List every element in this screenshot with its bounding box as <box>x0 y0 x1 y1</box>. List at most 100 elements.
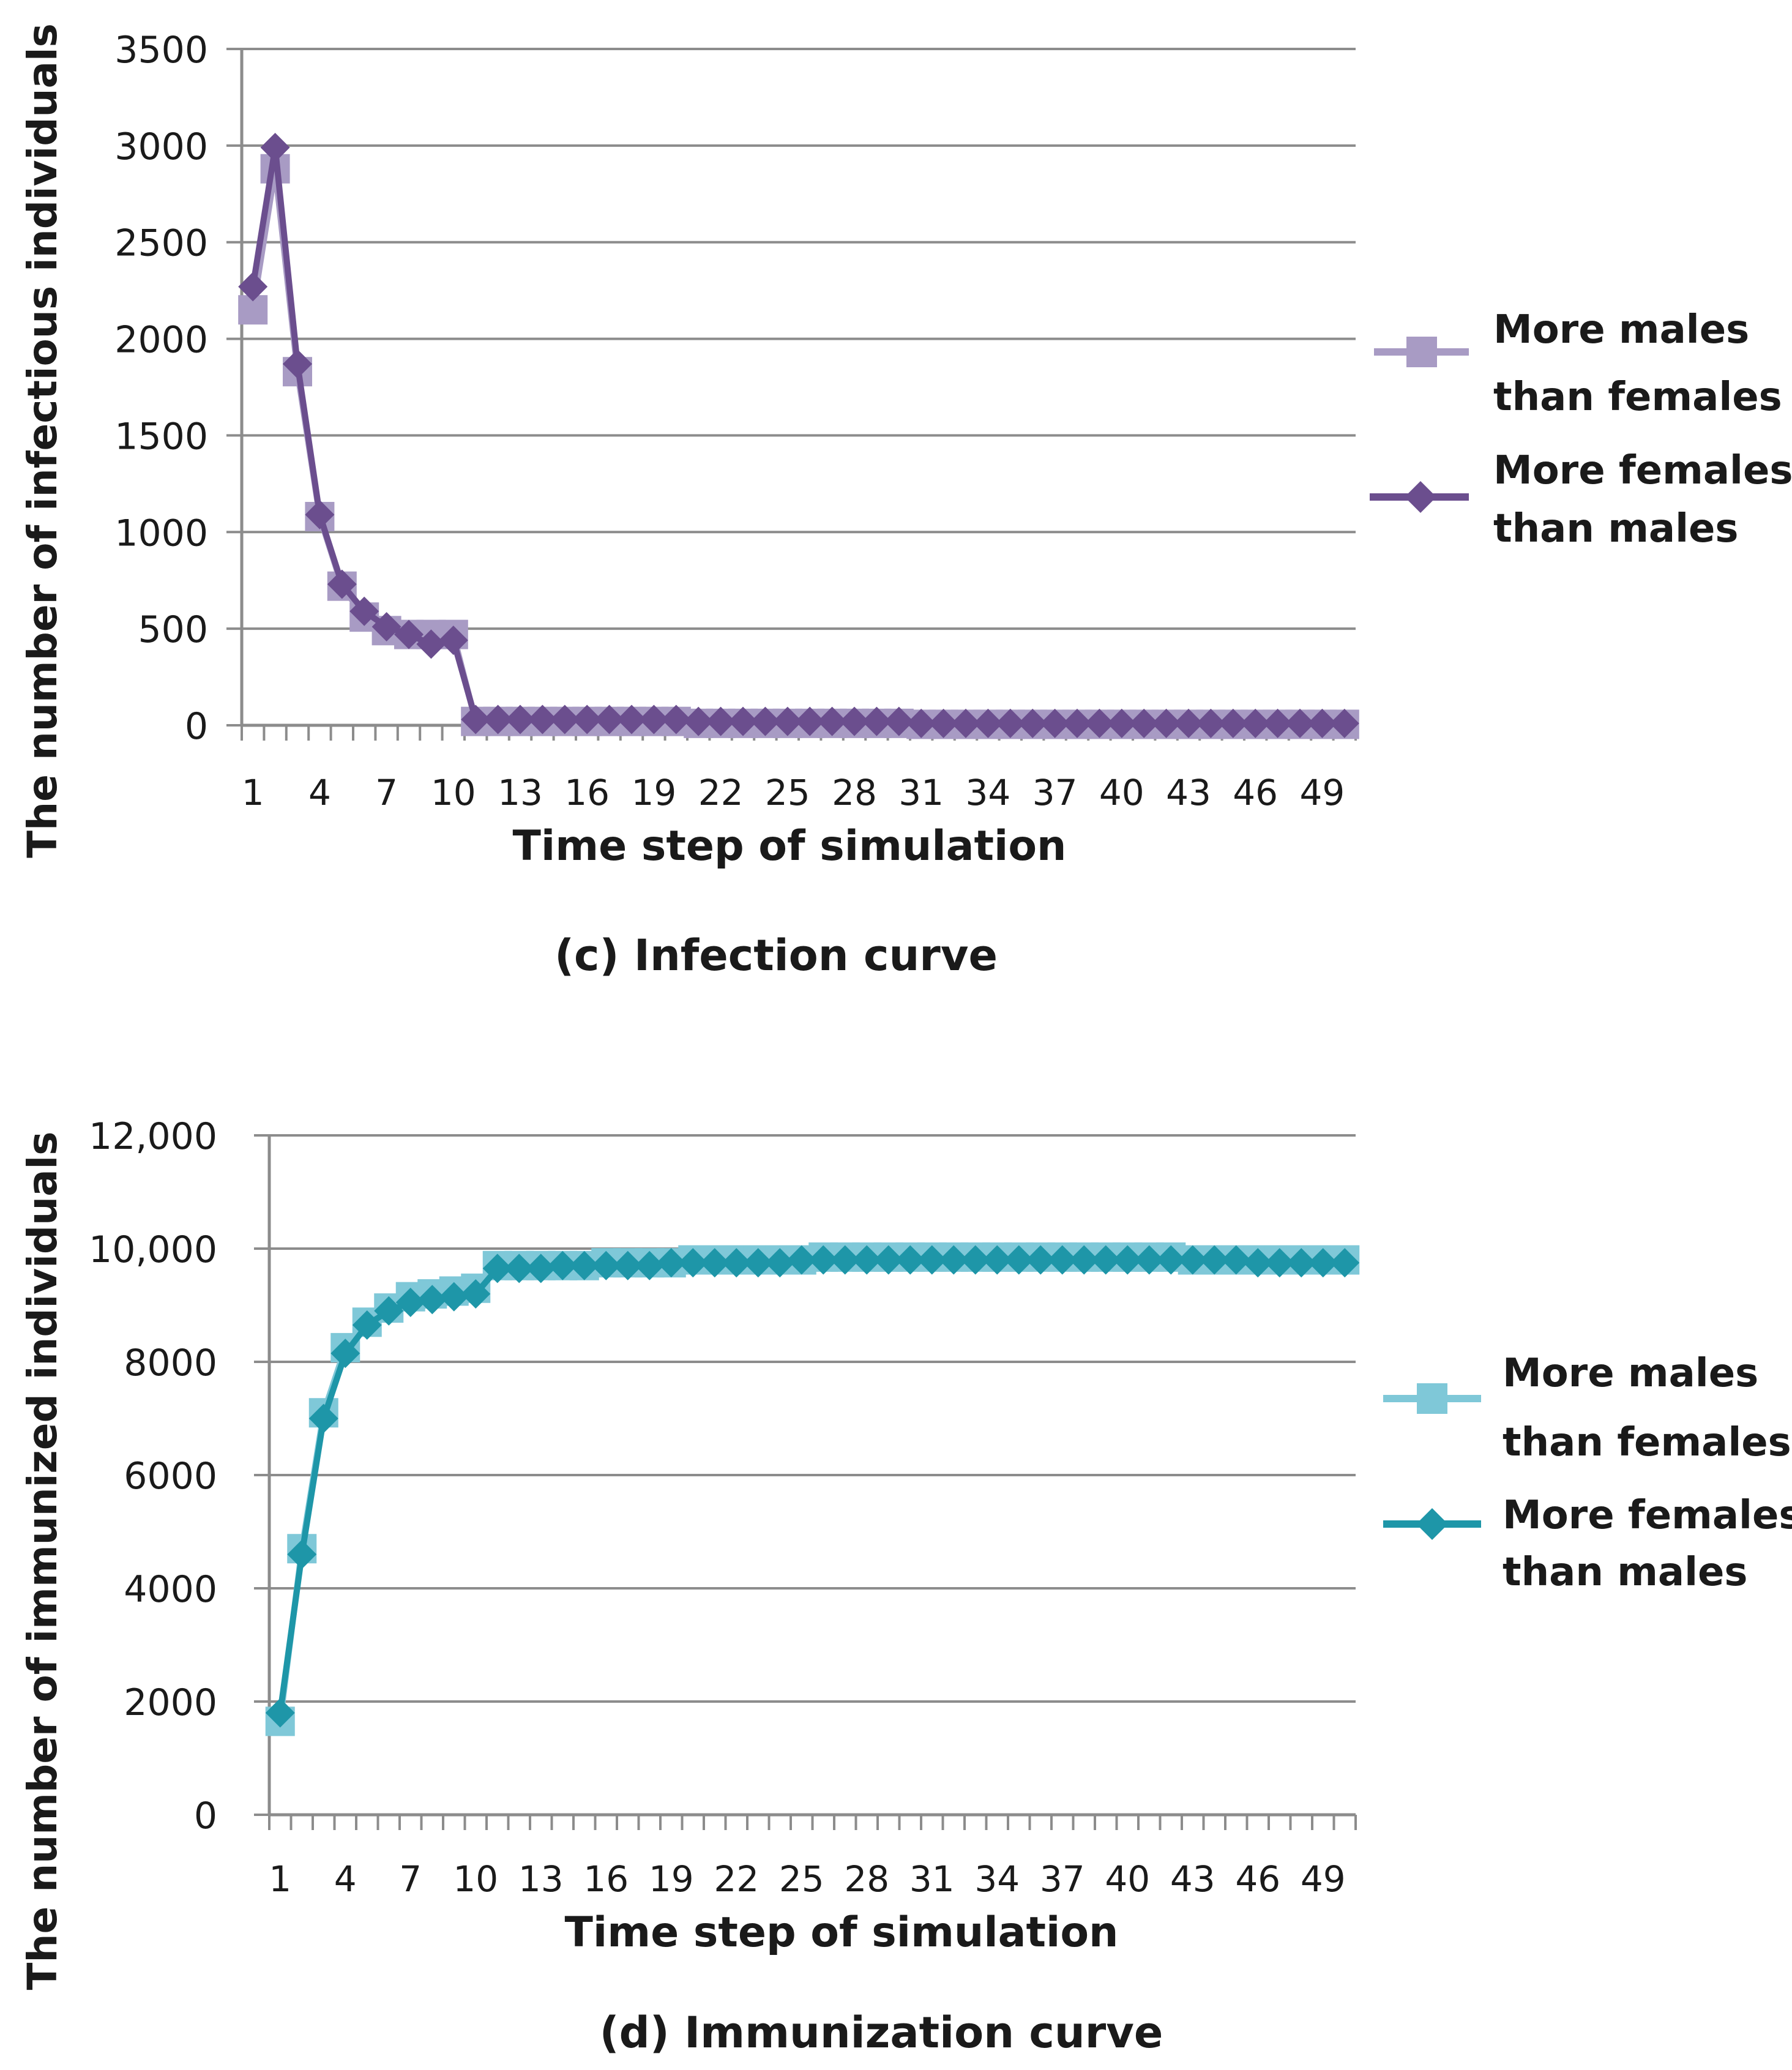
diamond-marker-icon <box>1416 1508 1448 1540</box>
y-tick-label: 10,000 <box>89 1228 217 1271</box>
data-point-diamond <box>939 1245 969 1275</box>
data-point-diamond <box>906 708 936 738</box>
data-point-diamond <box>1151 708 1181 738</box>
legend-label-line2: than females <box>1503 1420 1791 1465</box>
data-point-diamond <box>982 1245 1012 1275</box>
legend-entry-more-males: More males than females <box>1383 1351 1791 1465</box>
x-tick-label: 31 <box>909 1858 955 1900</box>
legend-label-line2: than males <box>1503 1550 1748 1595</box>
data-point-diamond <box>661 704 691 734</box>
diamond-marker-icon <box>1405 481 1436 513</box>
infection-caption: (c) Infection curve <box>554 930 998 981</box>
data-point-diamond <box>1018 708 1048 738</box>
x-tick-label: 37 <box>1040 1858 1085 1900</box>
x-tick-label: 28 <box>844 1858 889 1900</box>
data-point-diamond <box>728 706 758 736</box>
data-point-diamond <box>928 708 958 738</box>
legend-label-line1: More females <box>1493 448 1792 493</box>
x-tick-label: 43 <box>1166 772 1211 813</box>
x-tick-label: 40 <box>1105 1858 1150 1900</box>
x-tick-label: 1 <box>269 1858 291 1900</box>
x-tick-label: 4 <box>334 1858 357 1900</box>
x-tick-label: 34 <box>974 1858 1020 1900</box>
data-point-diamond <box>808 1245 838 1275</box>
data-point-diamond <box>265 1698 295 1728</box>
data-point-diamond <box>1091 1245 1121 1275</box>
data-point-diamond <box>1113 1245 1143 1275</box>
square-marker-icon <box>1406 337 1437 367</box>
data-point-diamond <box>973 708 1003 738</box>
immunization-y-axis-label: The number of immunized individuals <box>19 1131 66 1990</box>
y-tick-label: 3000 <box>114 125 208 168</box>
y-tick-label: 3500 <box>114 29 208 72</box>
legend-label-line1: More females <box>1503 1493 1792 1538</box>
immunization-legend: More males than females More females tha… <box>1383 1351 1792 1595</box>
data-point-diamond <box>1221 1245 1251 1275</box>
data-point-diamond <box>873 1245 903 1275</box>
data-point-diamond <box>330 1339 360 1369</box>
data-point-diamond <box>1047 1245 1077 1275</box>
square-marker-icon <box>1417 1383 1447 1414</box>
y-tick-label: 2000 <box>114 319 208 362</box>
data-point-diamond <box>884 706 914 736</box>
data-point-diamond <box>371 611 401 641</box>
data-point-diamond <box>1178 1245 1208 1275</box>
data-point-diamond <box>438 626 468 656</box>
immunization-caption: (d) Immunization curve <box>600 2008 1163 2058</box>
data-point-diamond <box>394 619 424 649</box>
data-point-diamond <box>1129 708 1159 738</box>
data-point-diamond <box>852 1245 882 1275</box>
data-point-diamond <box>349 596 379 626</box>
data-point-diamond <box>1308 1248 1338 1278</box>
infection-series <box>238 133 1359 739</box>
x-tick-label: 46 <box>1233 772 1278 813</box>
immunization-gridlines <box>269 1134 1356 1703</box>
data-point-diamond <box>960 1245 990 1275</box>
infection-x-axis-label: Time step of simulation <box>513 822 1067 870</box>
data-point-diamond <box>594 704 624 734</box>
data-point-diamond <box>416 629 446 659</box>
data-point-diamond <box>327 569 357 599</box>
data-point-diamond <box>1286 1248 1316 1278</box>
data-point-diamond <box>572 704 602 734</box>
data-point-diamond <box>750 706 780 736</box>
data-point-diamond <box>1040 708 1070 738</box>
infection-chart: 0 500 1000 1500 2000 2500 3000 3500 1 4 7 10 13 16 19… <box>19 23 1792 981</box>
y-tick-label: 4000 <box>124 1568 217 1611</box>
infection-y-tick-labels: 0 500 1000 1500 2000 2500 3000 3500 <box>114 29 208 748</box>
data-point-diamond <box>550 704 580 734</box>
data-point-diamond <box>352 1310 382 1340</box>
data-point-diamond <box>569 1250 599 1280</box>
legend-entry-more-males: More males than females <box>1374 307 1782 420</box>
x-tick-label: 7 <box>399 1858 422 1900</box>
data-point-diamond <box>1004 1245 1034 1275</box>
data-point-diamond <box>917 1245 947 1275</box>
y-tick-label: 0 <box>194 1795 217 1837</box>
data-point-diamond <box>1243 1248 1273 1278</box>
data-point-diamond <box>1174 708 1203 738</box>
data-point-diamond <box>895 1245 925 1275</box>
data-point-diamond <box>482 1254 512 1283</box>
y-tick-label: 1500 <box>114 415 208 458</box>
x-tick-label: 25 <box>765 772 810 813</box>
data-point-diamond <box>840 706 869 736</box>
data-point-diamond <box>1196 708 1226 738</box>
data-point-diamond <box>308 1403 338 1433</box>
data-point-diamond <box>1218 708 1248 738</box>
series-line <box>277 1254 1345 1722</box>
data-point-diamond <box>617 704 646 734</box>
y-tick-label: 8000 <box>124 1342 217 1384</box>
data-point-diamond <box>1107 708 1137 738</box>
data-point-diamond <box>483 704 513 734</box>
data-point-diamond <box>635 1250 665 1280</box>
data-point-diamond <box>439 1282 469 1312</box>
data-point-diamond <box>506 704 535 734</box>
data-point-diamond <box>786 1245 816 1275</box>
y-tick-label: 2000 <box>124 1681 217 1724</box>
x-tick-label: 49 <box>1299 772 1345 813</box>
series-more-females-than-males <box>265 1245 1360 1728</box>
x-tick-label: 43 <box>1170 1858 1215 1900</box>
y-tick-label: 1000 <box>114 512 208 555</box>
